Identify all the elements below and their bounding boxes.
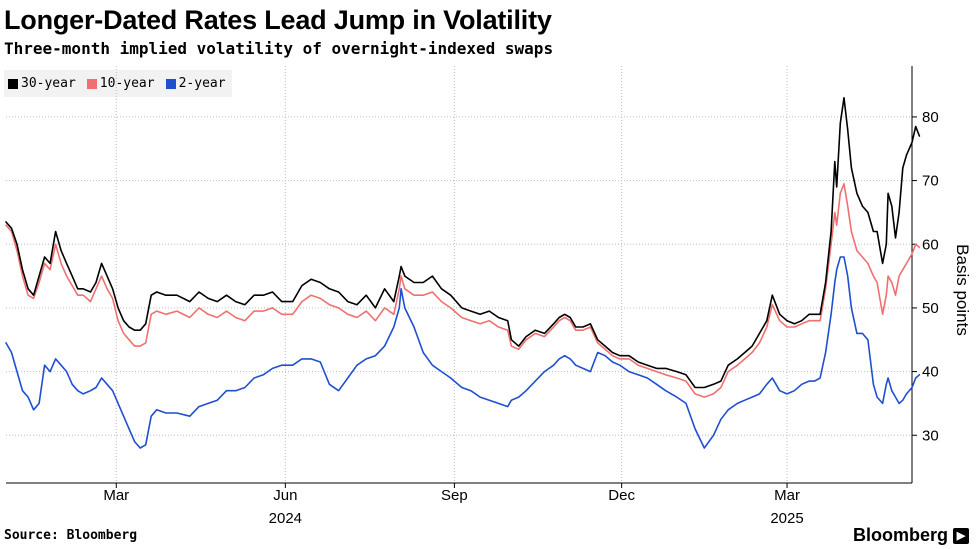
legend-label-30-year: 30-year	[21, 76, 76, 91]
x-tick-label-0: Mar	[103, 487, 129, 504]
y-tick-label-60: 60	[922, 236, 939, 253]
x-tick-label-1: Jun	[273, 487, 297, 504]
y-tick-label-70: 70	[922, 173, 939, 190]
chart-title: Longer-Dated Rates Lead Jump in Volatili…	[4, 5, 552, 35]
y-axis-label: Basis points	[953, 244, 972, 336]
y-tick-label-40: 40	[922, 364, 939, 381]
y-tick-label-80: 80	[922, 109, 939, 126]
source-note: Source: Bloomberg	[4, 528, 138, 543]
legend-swatch-2-year	[165, 78, 176, 89]
series-lines	[5, 97, 921, 449]
legend-label-2-year: 2-year	[178, 76, 226, 91]
brand-name: Bloomberg	[852, 525, 948, 545]
gridlines	[6, 66, 912, 483]
legend-item-2-year: 2-year	[165, 76, 226, 91]
x-year-label-0: 2024	[269, 510, 302, 527]
x-year-label-1: 2025	[770, 510, 803, 527]
bloomberg-terminal-icon: ▶	[953, 527, 969, 544]
x-axis: Mar Jun Sep Dec Mar 2024 2025	[6, 482, 912, 527]
y-tick-label-30: 30	[922, 427, 939, 444]
y-axis: 30 40 50 60 70 80	[911, 66, 939, 483]
legend-label-10-year: 10-year	[99, 76, 155, 91]
y-tick-label-50: 50	[922, 300, 939, 317]
legend-swatch-30-year	[8, 78, 18, 89]
legend-item-10-year: 10-year	[86, 76, 155, 91]
legend: 30-year 10-year 2-year	[4, 70, 232, 97]
series-line-2-year	[5, 256, 921, 449]
legend-swatch-10-year	[86, 78, 97, 89]
x-tick-label-3: Dec	[608, 487, 635, 504]
series-line-10-year	[5, 183, 921, 398]
chart-subtitle: Three-month implied volatility of overni…	[4, 39, 554, 58]
x-tick-label-4: Mar	[774, 487, 800, 504]
legend-item-30-year: 30-year	[8, 76, 76, 91]
series-line-30-year	[5, 97, 921, 389]
x-tick-label-2: Sep	[441, 487, 468, 504]
bloomberg-brand: Bloomberg ▶	[853, 525, 969, 546]
